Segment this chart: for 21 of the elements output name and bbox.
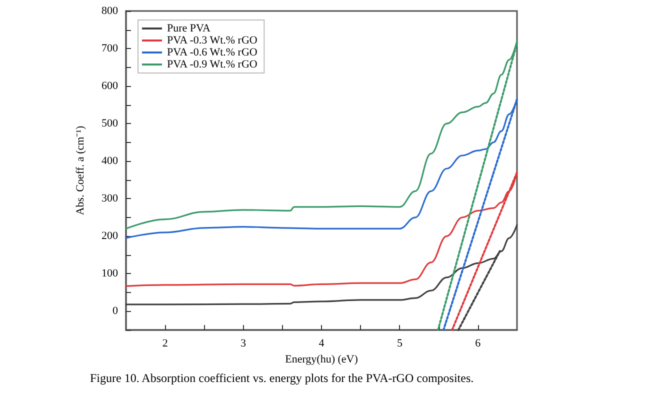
x-tick-label: 2 — [162, 338, 168, 350]
y-tick-label: 600 — [102, 80, 118, 92]
x-tick-label: 3 — [240, 338, 247, 350]
caption: Figure 10. Absorption coefficient vs. energy plots for the PVA-rGO composites. — [90, 371, 474, 385]
y-axis-title: Abs. Coeff. a (cm⁻¹) — [74, 126, 86, 216]
y-tick-label: 0 — [112, 305, 118, 318]
y-tick-label: 100 — [102, 268, 118, 280]
y-tick-label: 500 — [102, 118, 118, 130]
x-tick-label: 5 — [396, 338, 403, 350]
y-tick-label: 400 — [102, 155, 118, 168]
y-tick-label: 800 — [102, 5, 118, 17]
legend-label: Pure PVA — [167, 22, 211, 34]
x-tick-label: 4 — [318, 338, 325, 350]
y-tick-label: 200 — [102, 230, 118, 242]
x-tick-label: 6 — [475, 338, 482, 350]
y-tick-label: 700 — [102, 42, 118, 55]
legend-label: PVA -0.9 Wt.% rGO — [167, 58, 258, 70]
y-tick-label: 300 — [102, 192, 118, 205]
x-axis-title: Energy(hu) (eV) — [285, 354, 358, 366]
legend-label: PVA -0.6 Wt.% rGO — [167, 46, 258, 58]
legend-label: PVA -0.3 Wt.% rGO — [167, 34, 258, 46]
